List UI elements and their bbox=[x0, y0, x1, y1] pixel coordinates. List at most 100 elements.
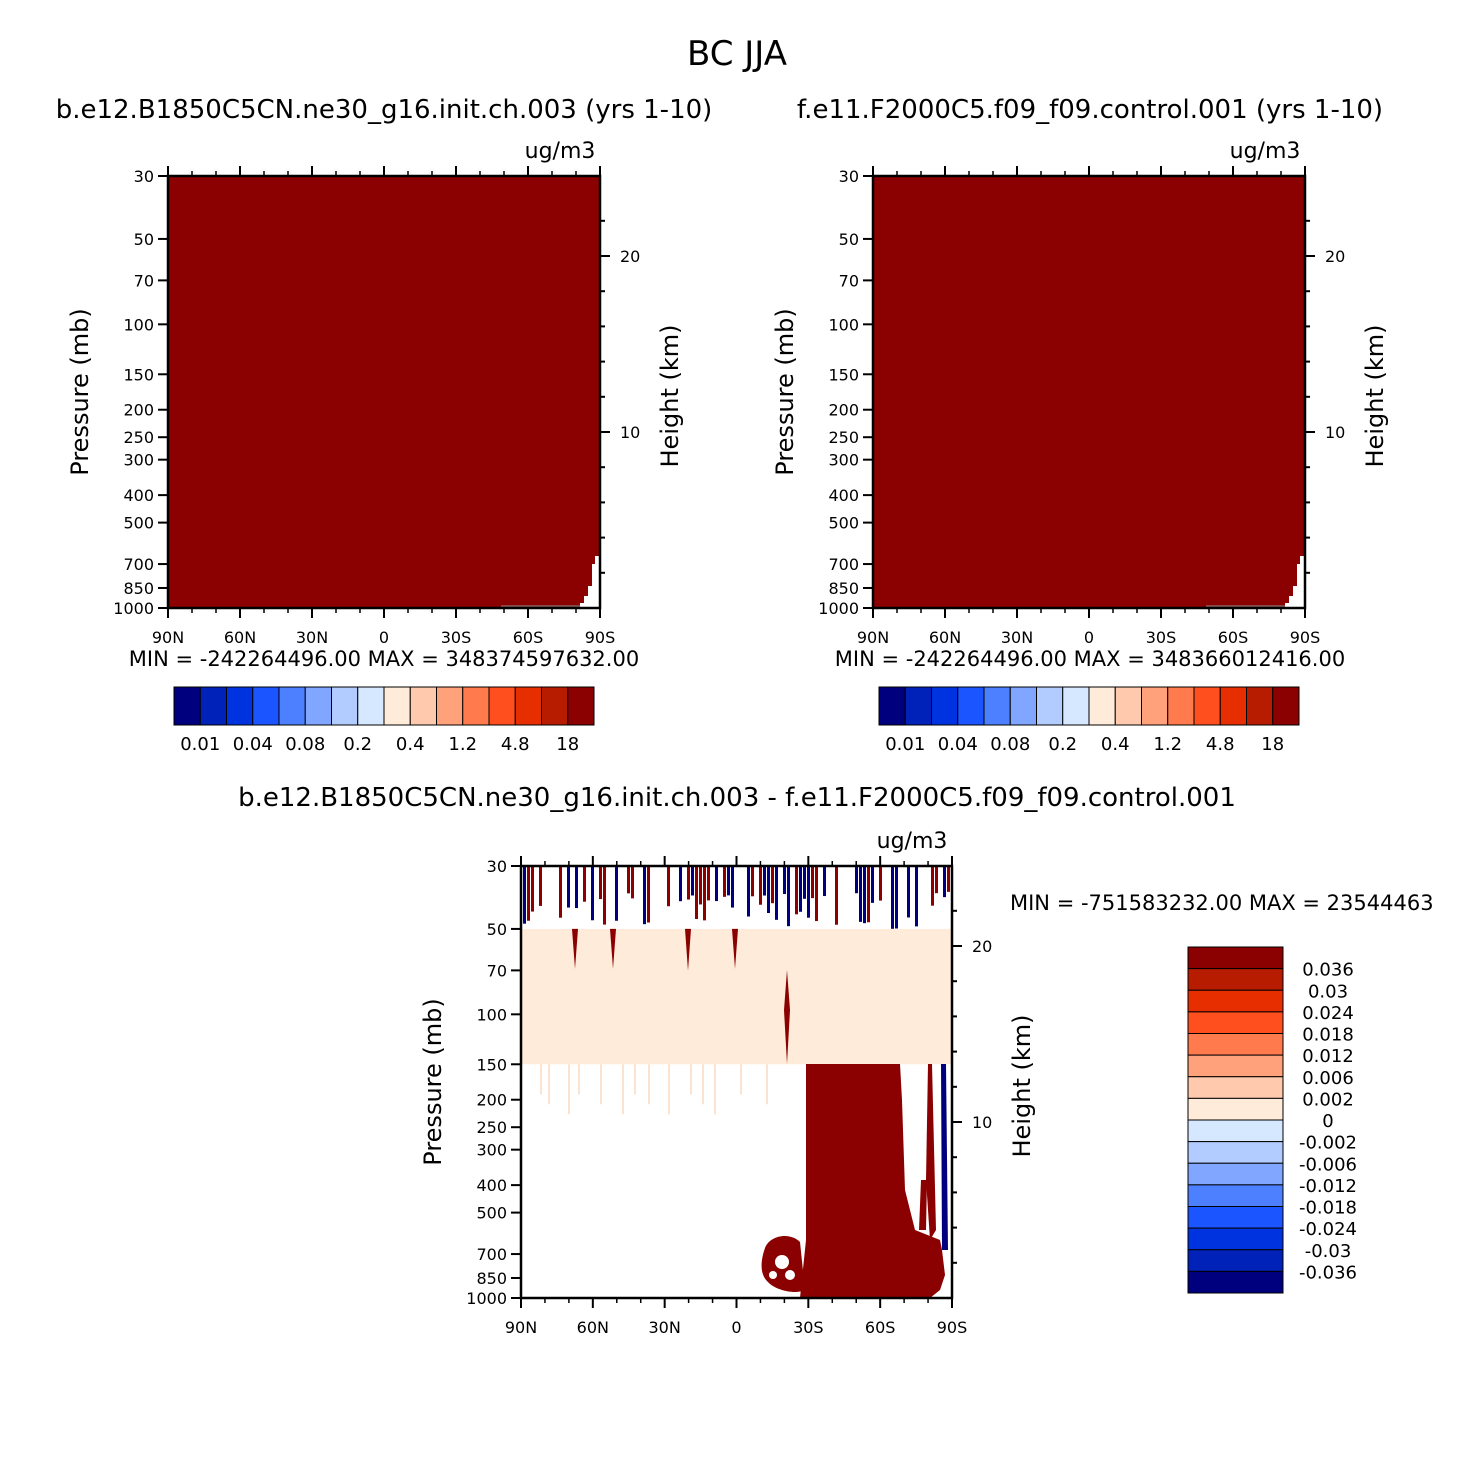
x-tick-label: 30S bbox=[1146, 628, 1177, 647]
noise-cell bbox=[855, 866, 858, 894]
colorbar-label: 0.018 bbox=[1302, 1025, 1354, 1046]
y-tick-label: 30 bbox=[487, 857, 507, 876]
colorbar-box bbox=[1187, 1097, 1284, 1121]
y-tick-label: 100 bbox=[123, 315, 154, 334]
y-tick-label: 250 bbox=[123, 428, 154, 447]
colorbar-box bbox=[1187, 1141, 1284, 1164]
colorbar-label: 0.012 bbox=[1302, 1046, 1354, 1067]
peach-streak bbox=[568, 1064, 570, 1115]
noise-cell bbox=[859, 866, 862, 922]
colorbar-label: 0.08 bbox=[990, 734, 1030, 755]
x-tick-label: 30S bbox=[793, 1318, 824, 1337]
blob-hole bbox=[785, 1270, 795, 1280]
colorbar-box bbox=[357, 686, 385, 726]
y-tick-label: 850 bbox=[476, 1269, 507, 1288]
colorbar-label: 0.4 bbox=[1101, 734, 1130, 755]
colorbar-box bbox=[1219, 686, 1247, 726]
noise-cell bbox=[731, 866, 734, 908]
noise-cell bbox=[767, 866, 770, 914]
colorbar-label: 1.2 bbox=[1153, 734, 1182, 755]
noise-cell bbox=[695, 866, 698, 919]
y-tick-label: 150 bbox=[828, 365, 859, 384]
x-tick-label: 90S bbox=[585, 628, 616, 647]
peach-streak bbox=[540, 1064, 542, 1095]
peach-streak bbox=[634, 1064, 636, 1095]
red-spike bbox=[572, 928, 578, 969]
noise-cell bbox=[863, 866, 866, 924]
colorbar-box bbox=[1187, 946, 1284, 970]
colorbar-box bbox=[957, 686, 985, 726]
colorbar-box bbox=[1088, 686, 1116, 726]
colorbar-label: 0.2 bbox=[343, 734, 372, 755]
colorbar-box bbox=[1246, 686, 1274, 726]
colorbar-box bbox=[1187, 1270, 1284, 1294]
noise-cell bbox=[799, 866, 802, 912]
noise-cell bbox=[803, 866, 806, 899]
noise-cell bbox=[723, 866, 726, 897]
x-tick-label: 90S bbox=[937, 1318, 968, 1337]
noise-cell bbox=[699, 866, 702, 905]
colorbar-box bbox=[1187, 1206, 1284, 1229]
y-tick-label: 500 bbox=[828, 514, 859, 533]
blob-hole bbox=[775, 1255, 789, 1269]
colorbar-label: 4.8 bbox=[501, 734, 530, 755]
colorbar-label: 0 bbox=[1322, 1111, 1333, 1132]
colorbar-box bbox=[252, 686, 280, 726]
red-strip bbox=[926, 1064, 936, 1240]
colorbar-box bbox=[304, 686, 332, 726]
colorbar-label: 0.01 bbox=[180, 734, 220, 755]
colorbar-label: -0.036 bbox=[1299, 1262, 1357, 1283]
noise-cell bbox=[647, 866, 650, 923]
colorbar-box bbox=[541, 686, 569, 726]
noise-cell bbox=[751, 866, 754, 897]
colorbar-box bbox=[488, 686, 516, 726]
plot-frame bbox=[519, 864, 954, 1300]
y-tick-label: 1000 bbox=[818, 599, 859, 618]
colorbar-label: -0.012 bbox=[1299, 1176, 1357, 1197]
x-tick-label: 0 bbox=[1084, 628, 1094, 647]
noise-cell bbox=[811, 866, 814, 899]
y-tick-label: 100 bbox=[828, 315, 859, 334]
y-axis-label-right: Height (km) bbox=[1361, 325, 1389, 468]
colorbar-box bbox=[1187, 1162, 1284, 1186]
noise-cell bbox=[823, 866, 826, 897]
colorbar-label: 0.04 bbox=[233, 734, 273, 755]
x-tick-label: 0 bbox=[379, 628, 389, 647]
y-tick-label: 300 bbox=[123, 451, 154, 470]
noise-cell bbox=[559, 866, 562, 918]
colorbar-box bbox=[1187, 1076, 1284, 1099]
colorbar-box bbox=[1062, 686, 1090, 726]
panel-difference: b.e12.B1850C5CN.ne30_g16.init.ch.003 - f… bbox=[238, 783, 1433, 1337]
y-tick-label: 200 bbox=[123, 401, 154, 420]
red-spike bbox=[784, 970, 790, 1064]
x-tick-label: 0 bbox=[731, 1318, 741, 1337]
noise-cell bbox=[787, 866, 790, 927]
noise-cell bbox=[531, 866, 534, 912]
noise-cell bbox=[947, 866, 950, 892]
noise-cell bbox=[931, 866, 934, 906]
x-tick-label: 30N bbox=[1001, 628, 1033, 647]
noise-cell bbox=[943, 866, 946, 898]
colorbar-box bbox=[1187, 968, 1284, 991]
colorbar-box bbox=[567, 686, 595, 726]
noise-cell bbox=[783, 866, 786, 894]
colorbar-label: 0.4 bbox=[396, 734, 425, 755]
x-tick-label: 90N bbox=[152, 628, 184, 647]
noise-cell bbox=[523, 866, 526, 924]
noise-cell bbox=[707, 866, 710, 901]
colorbar-box bbox=[514, 686, 542, 726]
colorbar-box bbox=[331, 686, 359, 726]
y-tick-label: 850 bbox=[828, 579, 859, 598]
y-tick-label: 200 bbox=[476, 1091, 507, 1110]
red-spike bbox=[685, 928, 691, 971]
y-tick-label: 50 bbox=[134, 230, 154, 249]
colorbar-box bbox=[1114, 686, 1142, 726]
colorbar-box bbox=[1187, 1054, 1284, 1078]
y-tick-label: 150 bbox=[476, 1055, 507, 1074]
colorbar-box bbox=[226, 686, 254, 726]
peach-streak bbox=[690, 1064, 692, 1095]
noise-cell bbox=[615, 866, 618, 921]
colorbar-label: 0.006 bbox=[1302, 1068, 1354, 1089]
y-tick-label: 700 bbox=[828, 555, 859, 574]
noise-cell bbox=[679, 866, 682, 902]
